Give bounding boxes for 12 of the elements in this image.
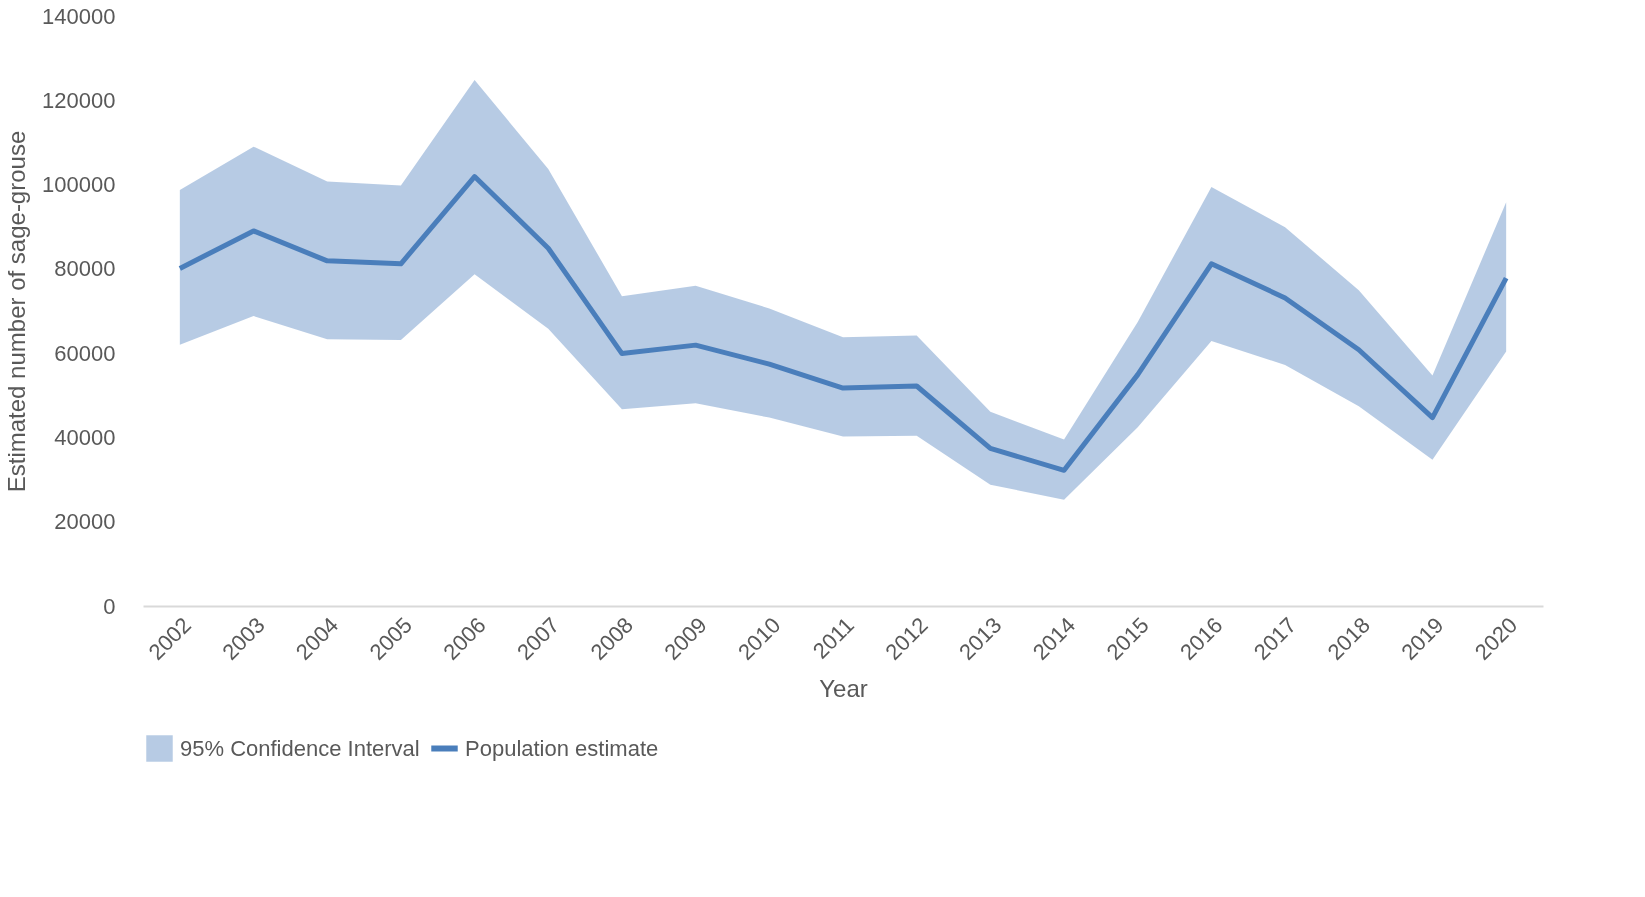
y-tick-label: 140000 [42, 3, 116, 29]
y-tick-label: 100000 [42, 172, 116, 198]
y-axis-title: Estimated number of sage-grouse [3, 130, 31, 493]
x-axis-title: Year [819, 674, 868, 702]
y-tick-label: 0 [103, 593, 116, 619]
y-tick-label: 120000 [42, 87, 116, 113]
y-tick-label: 20000 [54, 509, 116, 535]
text: 95% Confidence Interval [180, 735, 420, 761]
y-tick-label: 60000 [54, 340, 116, 366]
y-tick-label: 80000 [54, 256, 116, 282]
y-tick-label: 40000 [54, 424, 116, 450]
legend-label: Population estimate [465, 735, 659, 761]
